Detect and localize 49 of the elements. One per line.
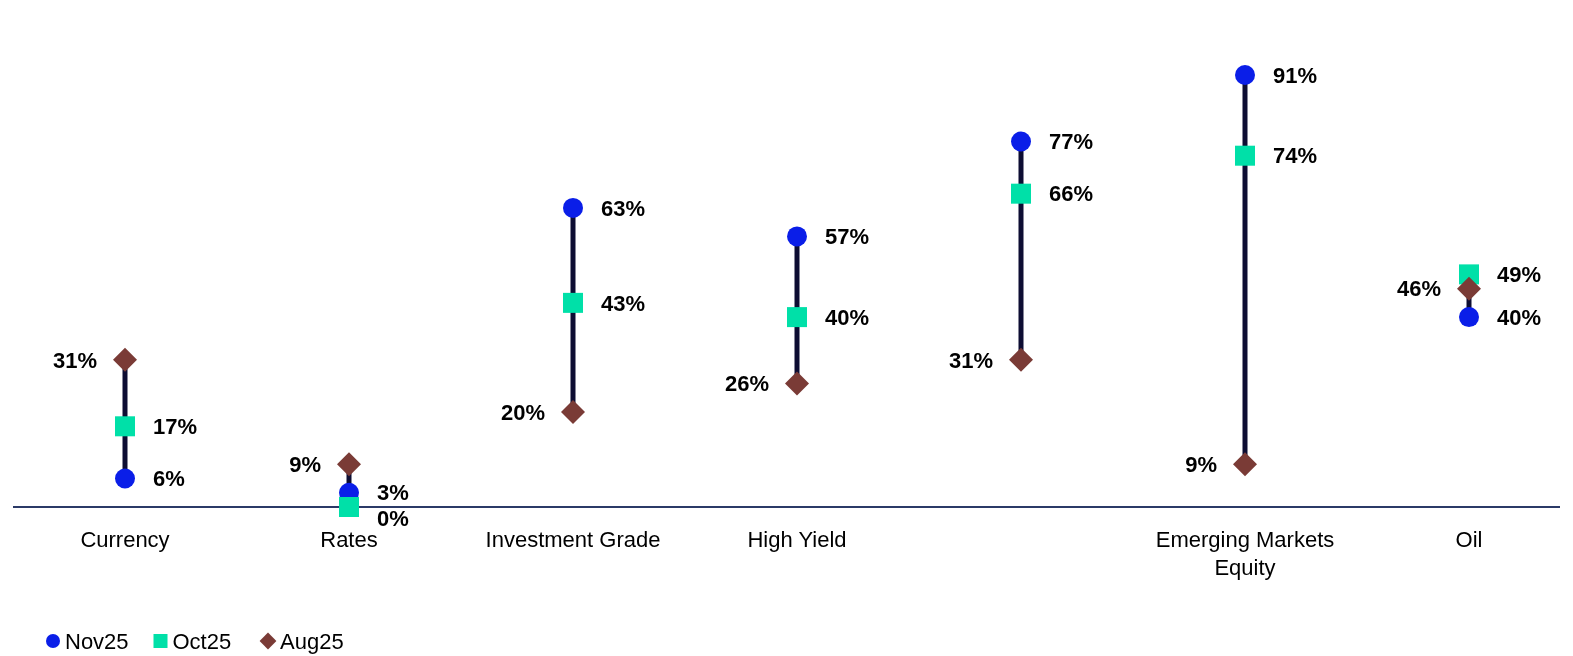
x-tick-label: Oil <box>1455 527 1483 552</box>
data-label: 20% <box>500 399 545 425</box>
x-tick-label: High Yield <box>747 527 847 552</box>
point <box>1009 347 1033 372</box>
point <box>787 307 807 328</box>
data-label: 9% <box>289 451 321 477</box>
point <box>1459 307 1479 328</box>
data-label: 6% <box>153 466 185 492</box>
x-tick-label: Investment Grade <box>485 527 661 552</box>
data-label: 31% <box>948 347 993 373</box>
point <box>339 497 359 517</box>
data-label: 74% <box>1273 143 1318 169</box>
data-label: 57% <box>825 224 870 250</box>
legend-label: Aug25 <box>280 628 344 654</box>
data-label: 49% <box>1497 262 1542 288</box>
point <box>785 371 809 396</box>
data-label: 63% <box>601 195 646 221</box>
data-label: 46% <box>1396 276 1441 302</box>
point <box>1235 65 1255 85</box>
x-tick-label: Rates <box>320 527 378 552</box>
point <box>115 468 135 489</box>
data-label: 31% <box>52 347 97 373</box>
data-label: 43% <box>601 290 646 316</box>
data-label: 91% <box>1273 62 1318 88</box>
legend-label: Nov25 <box>65 628 129 654</box>
point <box>1011 131 1031 152</box>
data-label: 26% <box>724 371 769 397</box>
data-label: 66% <box>1049 181 1094 207</box>
point <box>337 452 361 477</box>
point <box>1233 452 1257 477</box>
point <box>563 292 583 313</box>
data-label: 3% <box>377 480 409 506</box>
data-label: 40% <box>825 304 870 330</box>
data-label: 77% <box>1049 129 1094 155</box>
data-label: 17% <box>153 414 198 439</box>
point <box>787 226 807 247</box>
point <box>563 197 583 218</box>
data-label: 9% <box>1185 451 1217 477</box>
point <box>115 416 135 437</box>
data-label: 40% <box>1497 304 1542 330</box>
x-tick-label: Currency <box>80 527 170 552</box>
point <box>1235 145 1255 166</box>
legend-label: Oct25 <box>172 628 232 654</box>
point <box>1011 183 1031 204</box>
point <box>113 347 137 372</box>
point <box>561 400 585 425</box>
data-label: 0% <box>377 506 409 532</box>
point <box>1457 276 1481 301</box>
x-tick-label: Emerging Markets Equity <box>1155 527 1335 580</box>
